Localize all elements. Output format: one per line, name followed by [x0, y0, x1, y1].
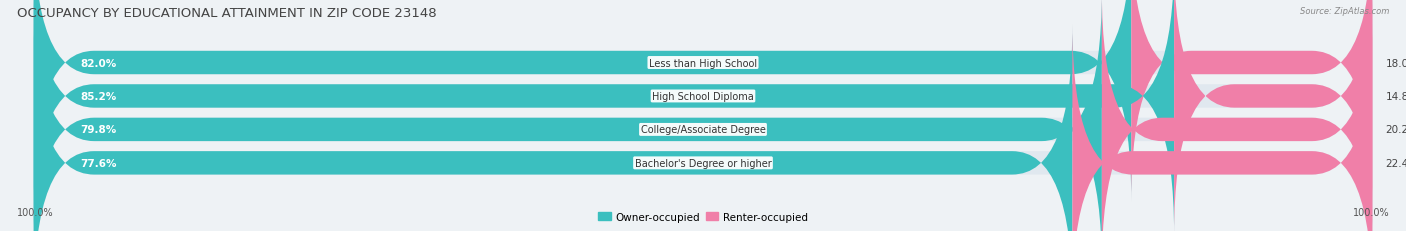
Text: 14.8%: 14.8%: [1385, 91, 1406, 101]
Text: 82.0%: 82.0%: [80, 58, 117, 68]
Text: 85.2%: 85.2%: [80, 91, 117, 101]
Text: Less than High School: Less than High School: [650, 58, 756, 68]
FancyBboxPatch shape: [34, 0, 1102, 231]
Text: 100.0%: 100.0%: [1353, 207, 1389, 217]
FancyBboxPatch shape: [1073, 25, 1372, 231]
Text: 77.6%: 77.6%: [80, 158, 117, 168]
Text: College/Associate Degree: College/Associate Degree: [641, 125, 765, 135]
FancyBboxPatch shape: [34, 25, 1372, 231]
Text: Bachelor's Degree or higher: Bachelor's Degree or higher: [634, 158, 772, 168]
Text: High School Diploma: High School Diploma: [652, 91, 754, 101]
Text: 79.8%: 79.8%: [80, 125, 117, 135]
FancyBboxPatch shape: [34, 25, 1073, 231]
FancyBboxPatch shape: [1102, 0, 1372, 231]
FancyBboxPatch shape: [34, 0, 1372, 201]
FancyBboxPatch shape: [1174, 0, 1372, 231]
Text: OCCUPANCY BY EDUCATIONAL ATTAINMENT IN ZIP CODE 23148: OCCUPANCY BY EDUCATIONAL ATTAINMENT IN Z…: [17, 7, 436, 20]
Text: 20.2%: 20.2%: [1385, 125, 1406, 135]
FancyBboxPatch shape: [34, 0, 1372, 231]
FancyBboxPatch shape: [34, 0, 1372, 231]
Text: 22.4%: 22.4%: [1385, 158, 1406, 168]
FancyBboxPatch shape: [34, 0, 1132, 201]
FancyBboxPatch shape: [34, 0, 1174, 231]
Text: 100.0%: 100.0%: [17, 207, 53, 217]
Text: 18.0%: 18.0%: [1385, 58, 1406, 68]
Legend: Owner-occupied, Renter-occupied: Owner-occupied, Renter-occupied: [595, 208, 811, 226]
Text: Source: ZipAtlas.com: Source: ZipAtlas.com: [1299, 7, 1389, 16]
FancyBboxPatch shape: [1132, 0, 1372, 201]
